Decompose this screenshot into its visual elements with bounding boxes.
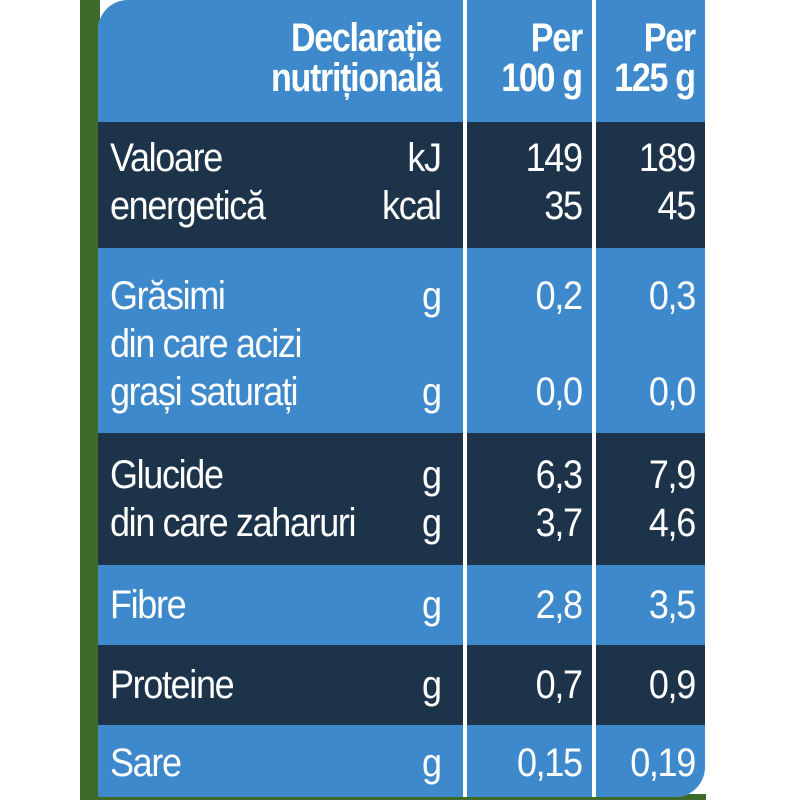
- nutrient-label: grași saturați: [110, 370, 299, 414]
- table-row-carbs: Glucide g din care zaharuri g 6,3 3,7 7,9 4,6: [98, 433, 705, 565]
- value-per-100g: 6,3: [536, 453, 583, 497]
- nutrient-line: Grăsimi g: [110, 272, 442, 320]
- value-per-125g: 0,9: [649, 663, 696, 707]
- table-row-salt: Sare g 0,15 0,19: [98, 725, 705, 797]
- table-cell: 0,15: [467, 725, 592, 797]
- nutrient-unit: g: [421, 501, 442, 545]
- value-per-125g: 4,6: [649, 501, 696, 545]
- nutrient-unit: g: [421, 274, 442, 318]
- value-per-125g: 0,3: [649, 274, 696, 318]
- nutrient-line: Proteine g: [110, 661, 442, 709]
- nutrient-line: grași saturați g: [110, 368, 442, 416]
- header-row: Declarație nutrițională Per 100 g Per 125 g: [98, 0, 705, 122]
- table-cell: Glucide g din care zaharuri g: [98, 433, 463, 565]
- nutrient-line: energetică kcal: [110, 182, 442, 230]
- table-row-fat: Grăsimi g din care acizi grași saturați g 0,2…: [98, 248, 705, 433]
- nutrient-line: din care zaharuri g: [110, 499, 442, 547]
- value-per-100g: 0,0: [536, 370, 583, 414]
- table-cell: 3,5: [596, 565, 705, 645]
- table-cell: 0,7: [467, 645, 592, 725]
- nutrient-unit: kcal: [382, 184, 442, 228]
- nutrient-unit: g: [421, 741, 442, 785]
- nutrient-line: Sare g: [110, 739, 442, 787]
- value-per-100g: 149: [525, 136, 583, 180]
- nutrient-unit: g: [421, 583, 442, 627]
- value-per-125g: 3,5: [649, 583, 696, 627]
- value-per-125g: 0,0: [649, 370, 696, 414]
- nutrient-unit: kJ: [407, 136, 442, 180]
- table-cell: 0,9: [596, 645, 705, 725]
- table-cell: Fibre g: [98, 565, 463, 645]
- table-cell: 2,8: [467, 565, 592, 645]
- nutrient-label: energetică: [110, 184, 266, 228]
- value-per-100g: 0,7: [536, 663, 583, 707]
- value-per-100g: 35: [544, 184, 584, 228]
- value-per-125g: 45: [657, 184, 697, 228]
- nutrient-line: din care acizi: [110, 320, 441, 368]
- background-strip: [80, 0, 100, 800]
- value-per-100g: 2,8: [536, 583, 583, 627]
- table-row-fibre: Fibre g 2,8 3,5: [98, 565, 705, 645]
- table-cell: 6,3 3,7: [467, 433, 592, 565]
- table-cell: 0,3 0,0: [596, 248, 705, 433]
- nutrient-label: din care zaharuri: [110, 501, 357, 545]
- table-cell: 7,9 4,6: [596, 433, 705, 565]
- table-cell: 0,2 0,0: [467, 248, 592, 433]
- table-title: Declarație nutrițională: [271, 16, 442, 100]
- nutrition-table: Declarație nutrițională Per 100 g Per 125 g…: [98, 0, 705, 797]
- background-strip-bottom: [80, 794, 706, 800]
- nutrient-label: Proteine: [110, 663, 235, 707]
- nutrient-label: Glucide: [110, 453, 224, 497]
- value-per-100g: 3,7: [536, 501, 583, 545]
- value-per-125g: 7,9: [649, 453, 696, 497]
- value-per-100g: 0,2: [536, 274, 583, 318]
- nutrient-unit: g: [421, 453, 442, 497]
- nutrient-unit: g: [421, 663, 442, 707]
- nutrient-label: Valoare: [110, 136, 223, 180]
- table-cell: Proteine g: [98, 645, 463, 725]
- nutrient-unit: g: [421, 370, 442, 414]
- table-cell: 149 35: [467, 122, 592, 248]
- table-row-energy: Valoare kJ energetică kcal 149 35 189 45: [98, 122, 705, 248]
- nutrient-label: Sare: [110, 741, 182, 785]
- value-per-100g: 0,15: [517, 741, 583, 785]
- nutrient-line: Glucide g: [110, 451, 442, 499]
- column-header-100g: Per 100 g: [501, 16, 583, 100]
- table-cell: Valoare kJ energetică kcal: [98, 122, 463, 248]
- value-per-125g: 189: [638, 136, 696, 180]
- nutrient-label: Fibre: [110, 583, 187, 627]
- table-cell: 0,19: [596, 725, 705, 797]
- table-cell: Sare g: [98, 725, 463, 797]
- nutrient-line: Fibre g: [110, 581, 442, 629]
- column-header-125g: Per 125 g: [614, 16, 696, 100]
- nutrient-line: Valoare kJ: [110, 134, 442, 182]
- table-cell: 189 45: [596, 122, 705, 248]
- nutrient-label: din care acizi: [110, 322, 303, 366]
- value-per-125g: 0,19: [630, 741, 696, 785]
- table-cell: Grăsimi g din care acizi grași saturați g: [98, 248, 463, 433]
- nutrient-label: Grăsimi: [110, 274, 226, 318]
- table-row-protein: Proteine g 0,7 0,9: [98, 645, 705, 725]
